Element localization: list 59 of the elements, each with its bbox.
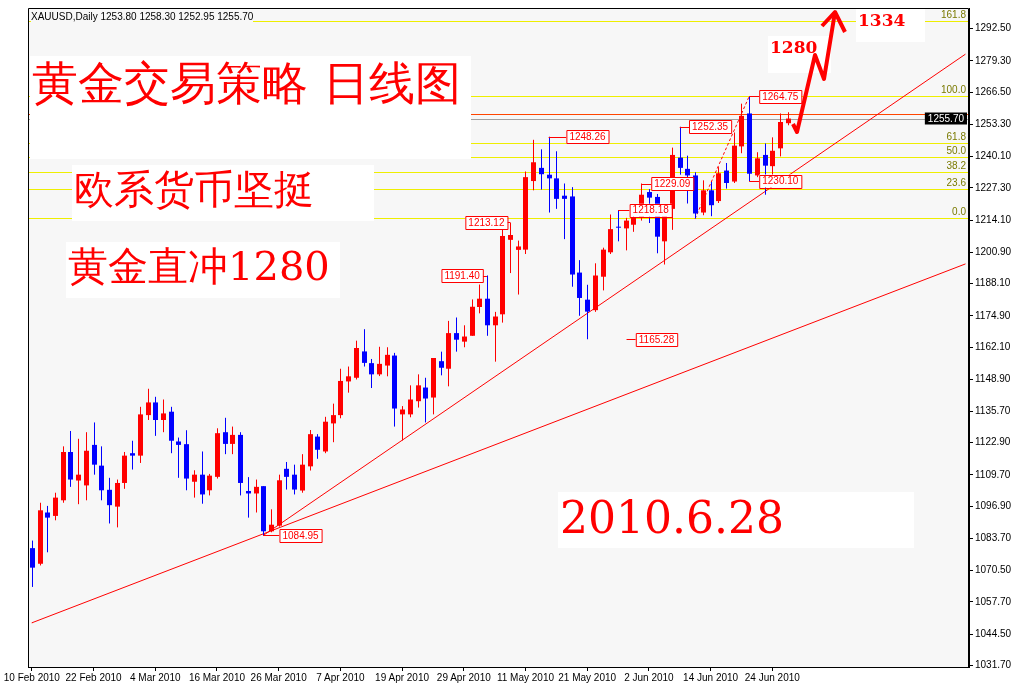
annotation: 100.0	[940, 84, 967, 96]
x-tick-label: 22 Feb 2010	[65, 671, 123, 683]
annotation: 38.2	[946, 159, 967, 171]
y-tick-label: 1162.10	[975, 340, 1011, 352]
y-tick-label: 1188.10	[975, 277, 1011, 289]
annotation: 1264.75	[762, 90, 799, 102]
y-tick-label: 1057.70	[975, 595, 1012, 607]
annotation: 1229.09	[654, 177, 691, 189]
x-tick-label: 2 Jun 2010	[624, 671, 675, 683]
y-tick-label: 1096.90	[975, 499, 1012, 511]
y-tick-label: 1240.10	[975, 150, 1012, 162]
annotation: 黄金交易策略 日线图	[30, 56, 471, 159]
annotation: 2010.6.28	[558, 492, 914, 549]
y-tick-label: 1214.10	[975, 213, 1012, 225]
annotation: 欧系货币坚挺	[72, 165, 374, 221]
annotation: 1218.18	[632, 204, 670, 216]
x-tick-label: 29 Apr 2010	[436, 671, 492, 683]
annotation: 0.0	[952, 205, 967, 217]
y-tick-label: 1200.90	[975, 246, 1012, 258]
y-tick-label: 1135.70	[975, 405, 1011, 417]
x-tick-label: 14 Jun 2010	[683, 671, 739, 683]
x-tick-label: 16 Mar 2010	[188, 671, 246, 683]
y-tick-label: 1227.30	[975, 181, 1012, 193]
annotation: 黄金直冲1280	[66, 242, 340, 298]
y-tick-label: 1266.50	[975, 85, 1012, 97]
y-tick-label: 1253.30	[975, 118, 1012, 130]
y-tick-label: 1279.30	[975, 54, 1012, 66]
annotation: 23.6	[946, 177, 967, 189]
x-tick-label: 26 Mar 2010	[250, 671, 308, 683]
annotation: 1280	[768, 36, 832, 73]
x-tick-label: 4 Mar 2010	[129, 671, 181, 683]
x-tick-label: 24 Jun 2010	[744, 671, 801, 683]
annotation: 1334	[856, 9, 926, 42]
x-tick-label: 10 Feb 2010	[3, 671, 61, 683]
y-tick-label: 1109.70	[975, 468, 1011, 480]
annotation: 161.8	[940, 8, 967, 20]
annotation: 1230.10	[762, 175, 799, 187]
y-tick-label: 1122.90	[975, 436, 1011, 448]
annotation: 1191.40	[444, 269, 481, 281]
annotation: 1248.26	[569, 130, 606, 142]
y-tick-label: 1044.50	[975, 627, 1012, 639]
annotation: 1252.35	[692, 120, 729, 132]
y-tick-label: 1070.50	[975, 564, 1012, 576]
annotation: 61.8	[946, 130, 967, 142]
x-tick-label: 19 Apr 2010	[375, 671, 430, 683]
annotation: 50.0	[946, 145, 967, 157]
chart-title: XAUUSD,Daily 1253.80 1258.30 1252.95 1255.70	[31, 11, 254, 23]
y-tick-label: 1148.90	[975, 372, 1011, 384]
ref-line-label: 1255.70	[927, 112, 965, 124]
x-tick-label: 11 May 2010	[496, 671, 555, 683]
annotation: 1213.12	[468, 216, 505, 228]
annotation: 1165.28	[638, 333, 675, 345]
x-tick-label: 7 Apr 2010	[316, 671, 366, 683]
y-tick-label: 1292.50	[975, 22, 1012, 34]
annotation: 1084.95	[282, 529, 320, 541]
y-tick-label: 1031.70	[975, 659, 1012, 671]
y-tick-label: 1174.90	[975, 309, 1011, 321]
y-tick-label: 1083.70	[975, 532, 1012, 544]
x-tick-label: 21 May 2010	[558, 671, 617, 683]
